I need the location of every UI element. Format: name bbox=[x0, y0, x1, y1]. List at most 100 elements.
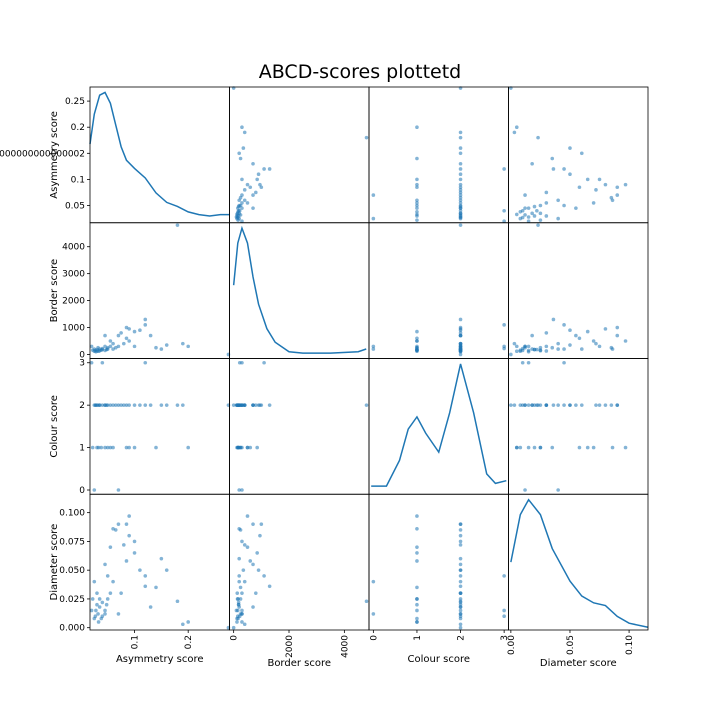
point bbox=[518, 445, 523, 450]
point bbox=[103, 403, 107, 407]
point bbox=[251, 605, 255, 609]
point bbox=[127, 514, 131, 518]
point bbox=[415, 203, 419, 208]
point bbox=[530, 161, 534, 166]
point bbox=[241, 403, 246, 407]
point bbox=[267, 403, 272, 407]
point bbox=[532, 347, 537, 352]
point bbox=[248, 185, 253, 190]
point bbox=[90, 597, 95, 601]
point bbox=[89, 360, 94, 365]
point bbox=[550, 345, 555, 350]
point bbox=[240, 591, 244, 595]
point bbox=[538, 445, 543, 450]
y-tick-label: 0.25 bbox=[65, 97, 85, 107]
point bbox=[577, 336, 582, 341]
point bbox=[164, 343, 169, 347]
point bbox=[237, 488, 241, 492]
point bbox=[610, 347, 615, 351]
point bbox=[119, 403, 123, 407]
point bbox=[259, 403, 264, 407]
point bbox=[259, 185, 264, 190]
point bbox=[509, 352, 513, 357]
point bbox=[143, 574, 148, 578]
point bbox=[262, 574, 266, 578]
point bbox=[253, 403, 258, 407]
point bbox=[248, 559, 253, 563]
point bbox=[544, 349, 549, 353]
point bbox=[371, 216, 376, 221]
point bbox=[538, 348, 543, 352]
point bbox=[143, 323, 148, 327]
point bbox=[415, 616, 419, 621]
point bbox=[116, 612, 121, 616]
point bbox=[502, 614, 506, 618]
point bbox=[245, 514, 250, 518]
cell-frame bbox=[368, 493, 509, 631]
point bbox=[113, 403, 118, 407]
point bbox=[116, 333, 121, 338]
point bbox=[526, 206, 531, 210]
point bbox=[415, 185, 419, 190]
point bbox=[579, 403, 584, 407]
point bbox=[574, 333, 578, 338]
point bbox=[556, 341, 560, 346]
point bbox=[415, 177, 419, 182]
point bbox=[103, 562, 107, 567]
point bbox=[415, 201, 419, 205]
y-tick-label: 0 bbox=[79, 486, 85, 496]
point bbox=[242, 130, 247, 135]
point bbox=[615, 325, 620, 330]
point bbox=[538, 211, 543, 216]
point bbox=[458, 167, 463, 171]
point bbox=[251, 403, 255, 407]
point bbox=[458, 352, 463, 357]
point bbox=[237, 151, 241, 156]
point bbox=[248, 445, 253, 450]
point bbox=[458, 331, 463, 335]
point bbox=[532, 445, 537, 450]
point bbox=[92, 488, 97, 492]
point bbox=[95, 445, 99, 450]
y-tick-label: 0.000 bbox=[59, 624, 85, 634]
x-axis-label: Colour score bbox=[408, 654, 471, 665]
point bbox=[415, 125, 419, 130]
point bbox=[458, 177, 463, 182]
cell-frame bbox=[508, 86, 649, 224]
point bbox=[514, 212, 519, 217]
y-tick-label: 1000 bbox=[62, 324, 85, 334]
point bbox=[119, 591, 123, 595]
point bbox=[181, 403, 185, 407]
point bbox=[415, 602, 419, 607]
y-tick-label: 0.1 bbox=[71, 175, 85, 185]
cell-frame bbox=[368, 222, 509, 359]
point bbox=[574, 206, 578, 210]
y-tick-label: 0.050 bbox=[59, 566, 85, 576]
point bbox=[610, 198, 615, 203]
point bbox=[256, 172, 261, 176]
point bbox=[597, 177, 602, 182]
point bbox=[100, 360, 105, 365]
point bbox=[240, 620, 244, 624]
point bbox=[526, 403, 531, 407]
point bbox=[523, 206, 527, 210]
point bbox=[502, 219, 506, 223]
point bbox=[458, 579, 463, 584]
point bbox=[609, 403, 614, 407]
point bbox=[568, 172, 572, 176]
point bbox=[242, 543, 247, 547]
point bbox=[514, 445, 519, 450]
point bbox=[148, 605, 153, 609]
point bbox=[458, 528, 463, 532]
point bbox=[538, 403, 543, 407]
point bbox=[240, 539, 244, 544]
point bbox=[99, 616, 104, 621]
point bbox=[100, 600, 105, 605]
point bbox=[523, 213, 527, 217]
point bbox=[562, 360, 566, 365]
point bbox=[240, 206, 244, 210]
point bbox=[530, 211, 534, 216]
point bbox=[154, 345, 158, 350]
point bbox=[562, 203, 566, 208]
